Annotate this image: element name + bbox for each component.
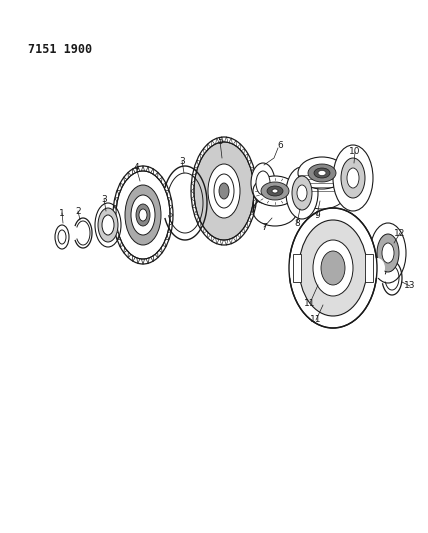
Ellipse shape xyxy=(267,186,283,196)
Ellipse shape xyxy=(377,234,399,272)
Ellipse shape xyxy=(131,195,155,235)
Text: 4: 4 xyxy=(133,163,139,172)
Ellipse shape xyxy=(297,281,312,292)
Ellipse shape xyxy=(295,211,371,315)
Ellipse shape xyxy=(139,209,147,221)
Ellipse shape xyxy=(253,196,297,226)
Ellipse shape xyxy=(102,215,114,235)
Ellipse shape xyxy=(208,164,240,218)
Ellipse shape xyxy=(305,222,319,232)
Ellipse shape xyxy=(297,185,307,201)
Ellipse shape xyxy=(286,167,318,219)
Ellipse shape xyxy=(95,203,121,247)
Text: 3: 3 xyxy=(101,195,107,204)
Ellipse shape xyxy=(272,189,278,193)
Ellipse shape xyxy=(369,258,385,278)
Ellipse shape xyxy=(261,182,289,200)
Ellipse shape xyxy=(116,171,170,259)
Text: 13: 13 xyxy=(404,281,416,290)
Ellipse shape xyxy=(333,145,373,211)
FancyBboxPatch shape xyxy=(293,254,301,282)
Text: 2: 2 xyxy=(75,206,81,215)
Ellipse shape xyxy=(317,239,349,287)
Text: 11: 11 xyxy=(310,316,322,325)
Ellipse shape xyxy=(251,163,275,203)
Text: 11: 11 xyxy=(304,298,316,308)
Ellipse shape xyxy=(292,176,312,210)
Ellipse shape xyxy=(314,168,330,178)
Ellipse shape xyxy=(298,157,346,189)
Ellipse shape xyxy=(308,164,336,182)
Ellipse shape xyxy=(337,302,351,312)
Ellipse shape xyxy=(370,223,406,283)
Text: 7: 7 xyxy=(261,222,267,231)
Ellipse shape xyxy=(194,142,254,240)
Ellipse shape xyxy=(58,230,66,244)
Text: 12: 12 xyxy=(394,229,406,238)
Ellipse shape xyxy=(318,171,326,175)
Text: 6: 6 xyxy=(277,141,283,150)
Ellipse shape xyxy=(289,208,377,328)
Ellipse shape xyxy=(98,208,118,242)
FancyBboxPatch shape xyxy=(365,254,373,282)
Text: 8: 8 xyxy=(294,219,300,228)
Ellipse shape xyxy=(256,171,270,195)
Text: 1: 1 xyxy=(59,208,65,217)
Ellipse shape xyxy=(298,177,346,209)
Ellipse shape xyxy=(313,240,353,296)
Text: 7151 1900: 7151 1900 xyxy=(28,43,92,56)
Ellipse shape xyxy=(253,176,297,206)
Ellipse shape xyxy=(281,258,297,278)
Ellipse shape xyxy=(307,227,359,299)
Ellipse shape xyxy=(321,251,345,285)
Ellipse shape xyxy=(347,168,359,188)
Ellipse shape xyxy=(347,222,361,232)
Ellipse shape xyxy=(299,220,367,316)
Ellipse shape xyxy=(341,158,365,198)
Text: 3: 3 xyxy=(179,157,185,166)
Ellipse shape xyxy=(214,174,234,208)
Ellipse shape xyxy=(125,185,161,245)
Text: 5: 5 xyxy=(217,136,223,146)
Ellipse shape xyxy=(55,225,69,249)
Ellipse shape xyxy=(219,183,229,199)
Ellipse shape xyxy=(382,243,394,263)
Text: 9: 9 xyxy=(314,211,320,220)
Ellipse shape xyxy=(136,204,150,226)
Text: 10: 10 xyxy=(349,148,361,157)
